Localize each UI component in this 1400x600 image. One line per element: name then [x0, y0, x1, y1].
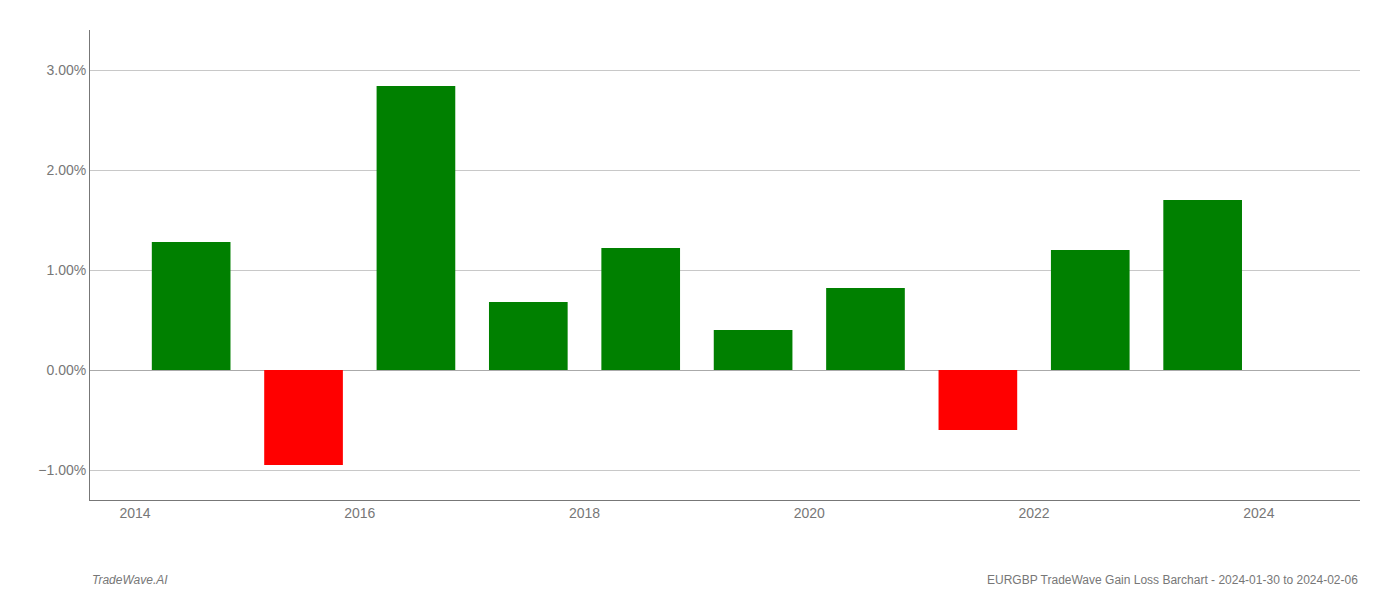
- svg-text:3.00%: 3.00%: [46, 62, 86, 78]
- svg-text:1.00%: 1.00%: [46, 262, 86, 278]
- svg-text:2022: 2022: [1018, 505, 1049, 521]
- svg-text:−1.00%: −1.00%: [38, 462, 86, 478]
- svg-text:EURGBP TradeWave Gain Loss Bar: EURGBP TradeWave Gain Loss Barchart - 20…: [987, 573, 1358, 587]
- svg-text:0.00%: 0.00%: [46, 362, 86, 378]
- svg-text:2014: 2014: [119, 505, 150, 521]
- svg-text:2024: 2024: [1243, 505, 1274, 521]
- svg-text:2016: 2016: [344, 505, 375, 521]
- svg-text:TradeWave.AI: TradeWave.AI: [92, 573, 168, 587]
- svg-text:2.00%: 2.00%: [46, 162, 86, 178]
- svg-text:2018: 2018: [569, 505, 600, 521]
- svg-text:2020: 2020: [794, 505, 825, 521]
